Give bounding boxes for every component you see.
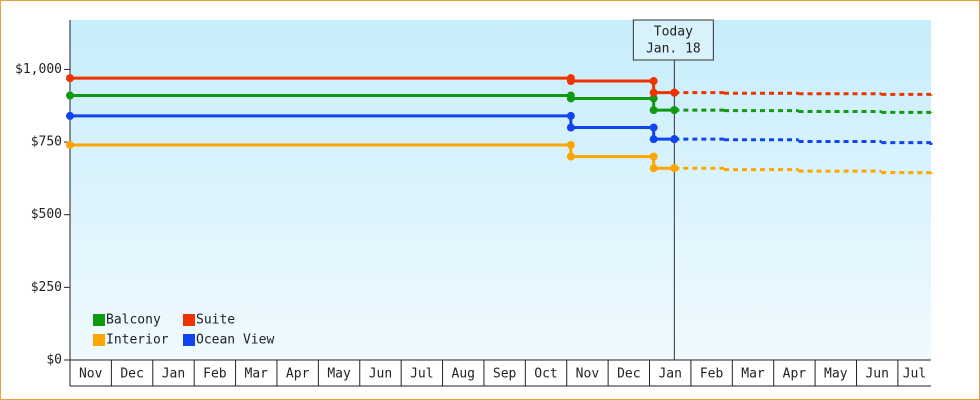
point [66,140,74,149]
x-tick-label: Nov [576,367,600,382]
point [66,74,74,83]
point [670,164,679,173]
point [670,88,679,97]
point [566,77,575,86]
point [649,94,658,103]
point [670,106,679,115]
x-tick-label: Sep [493,367,517,382]
x-tick-label: Feb [203,367,227,382]
legend-label: Suite [196,313,235,328]
x-tick-label: Jan [658,367,681,382]
legend-label: Interior [106,333,169,348]
y-tick-label: $0 [46,353,62,368]
point [649,152,658,161]
point [566,123,575,132]
today-label: Jan. 18 [646,42,701,57]
point [649,135,658,144]
point [66,111,74,120]
x-tick-label: Dec [617,367,640,382]
legend-swatch [93,314,105,326]
x-tick-label: Apr [783,367,807,382]
x-tick-label: May [327,367,351,382]
x-tick-label: Apr [286,367,310,382]
point [649,106,658,115]
point [66,91,74,100]
point [566,152,575,161]
x-tick-label: Aug [452,367,475,382]
point [649,123,658,132]
today-label: Today [654,25,693,40]
x-tick-label: Feb [700,367,724,382]
legend-swatch [93,334,105,346]
point [566,140,575,149]
point [649,77,658,86]
legend-swatch [183,334,195,346]
point [649,164,658,173]
x-tick-label: Jun [369,367,392,382]
y-tick-label: $250 [31,280,62,295]
x-tick-label: Oct [534,367,557,382]
plot-area [70,20,931,360]
x-tick-label: Jun [865,367,888,382]
legend-swatch [183,314,195,326]
x-tick-label: Mar [245,367,269,382]
x-tick-label: Nov [79,367,103,382]
point [566,111,575,120]
x-tick-label: Jul [903,367,926,382]
today-box [632,19,714,61]
point [566,94,575,103]
legend-label: Balcony [106,313,161,328]
x-tick-label: Dec [120,367,143,382]
y-tick-label: $750 [31,135,62,150]
x-tick-label: Jan [162,367,185,382]
point [670,135,679,144]
x-tick-label: Mar [741,367,765,382]
x-tick-label: May [824,367,848,382]
point [649,88,658,97]
y-tick-label: $1,000 [15,62,62,77]
y-tick-label: $500 [31,207,62,222]
legend-label: Ocean View [196,333,274,348]
x-tick-label: Jul [410,367,433,382]
